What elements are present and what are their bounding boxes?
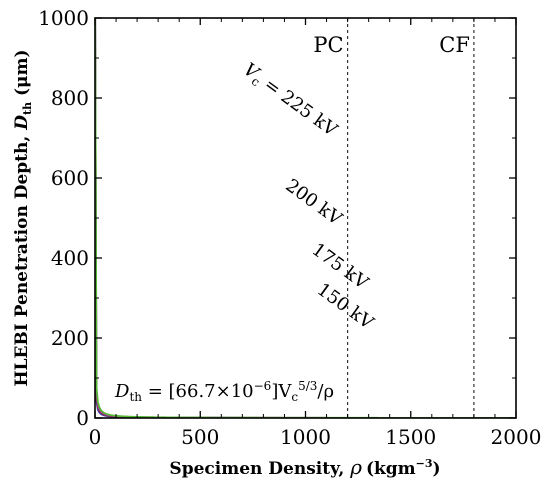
x-tick-label: 2000 — [491, 425, 542, 449]
x-axis-title-symbol: ρ — [349, 455, 362, 479]
y-axis-title-sub: th — [21, 102, 34, 115]
x-tick-label: 0 — [89, 425, 102, 449]
x-axis-title-prefix: Specimen Density, — [169, 459, 350, 479]
x-axis-title-close: ) — [433, 459, 441, 479]
x-tick-label: 500 — [181, 425, 219, 449]
y-axis-title-units: (μm) — [12, 49, 32, 101]
x-axis-title-exp: −3 — [416, 457, 433, 470]
y-tick-label: 0 — [76, 406, 89, 430]
series-label-225kv: Vc = 225 kV — [238, 59, 342, 143]
reference-lines: PC CF — [313, 18, 475, 418]
formula-lhs-sub: th — [129, 390, 142, 404]
series-label-150kv: 150 kV — [313, 279, 378, 334]
y-tick-label: 1000 — [38, 6, 89, 30]
formula-annotation: Dth = [66.7×10−6]Vc5/3/ρ — [114, 379, 334, 404]
x-tick-label: 1500 — [385, 425, 436, 449]
series-label-175kv: 175 kV — [308, 239, 373, 294]
plot-frame — [94, 17, 517, 419]
y-tick-label: 400 — [51, 246, 89, 270]
y-tick-label: 800 — [51, 86, 89, 110]
x-axis-title-units: (kgm — [366, 459, 416, 479]
y-tick-label: 600 — [51, 166, 89, 190]
y-axis-title-main: HLEBI Penetration Depth, — [12, 130, 32, 387]
formula-v-sub: c — [291, 390, 298, 404]
reference-label-pc: PC — [313, 33, 343, 57]
axis-ticks: 0 500 1000 1500 2000 0 200 400 600 800 1000 — [38, 6, 541, 449]
formula-lhs: D — [114, 381, 130, 402]
y-axis-title-symbol: D — [12, 115, 32, 131]
formula-exp2: 5/3 — [298, 379, 317, 393]
series-label-200kv: 200 kV — [282, 175, 347, 230]
y-axis-title: HLEBI Penetration Depth, Dth (μm) — [12, 49, 34, 386]
formula-mid: = [66.7×10 — [142, 381, 254, 402]
y-tick-label: 200 — [51, 326, 89, 350]
x-tick-label: 1000 — [280, 425, 331, 449]
formula-exp1: −6 — [254, 379, 272, 393]
reference-label-cf: CF — [439, 33, 470, 57]
formula-v: ]V — [271, 381, 292, 402]
x-axis-title: Specimen Density, ρ (kgm−3) — [169, 455, 440, 479]
formula-tail: /ρ — [317, 381, 334, 402]
